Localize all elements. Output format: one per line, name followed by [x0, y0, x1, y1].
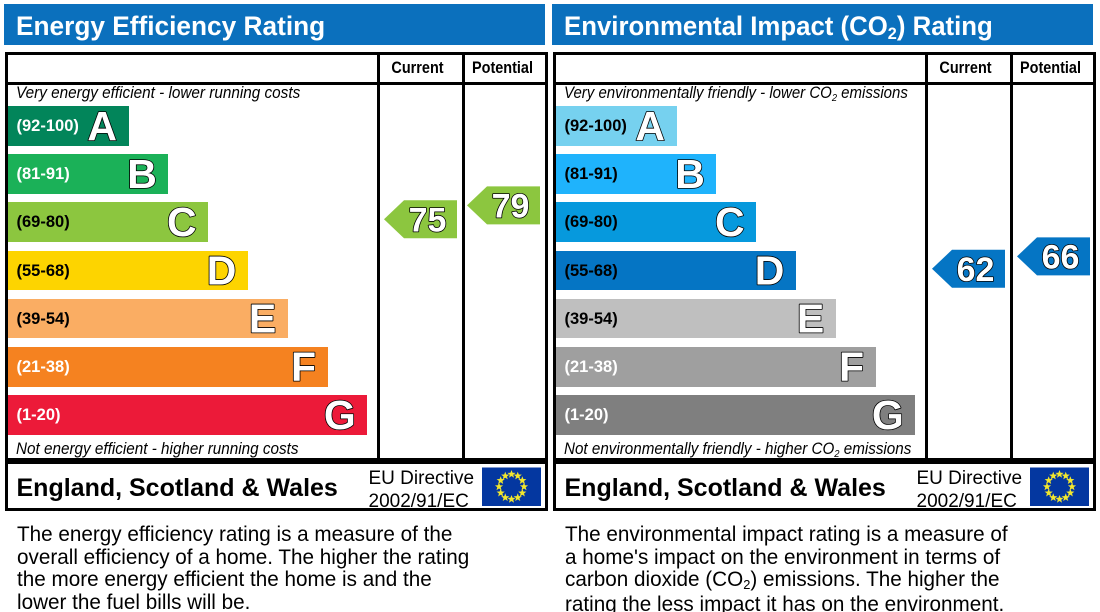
svg-text:66: 66 — [1042, 238, 1080, 276]
svg-text:C: C — [715, 199, 745, 245]
svg-text:E: E — [797, 296, 824, 342]
svg-text:62: 62 — [957, 251, 995, 289]
svg-text:F: F — [839, 344, 864, 390]
svg-text:A: A — [87, 103, 117, 149]
svg-text:A: A — [635, 103, 665, 149]
svg-text:D: D — [207, 247, 237, 293]
svg-text:79: 79 — [492, 187, 530, 225]
svg-text:D: D — [755, 247, 785, 293]
svg-text:F: F — [291, 344, 316, 390]
svg-text:G: G — [872, 392, 904, 438]
svg-text:C: C — [167, 199, 197, 245]
svg-text:B: B — [675, 151, 705, 197]
svg-text:G: G — [324, 392, 356, 438]
svg-text:75: 75 — [409, 201, 447, 239]
svg-text:B: B — [127, 151, 157, 197]
svg-text:E: E — [249, 296, 276, 342]
